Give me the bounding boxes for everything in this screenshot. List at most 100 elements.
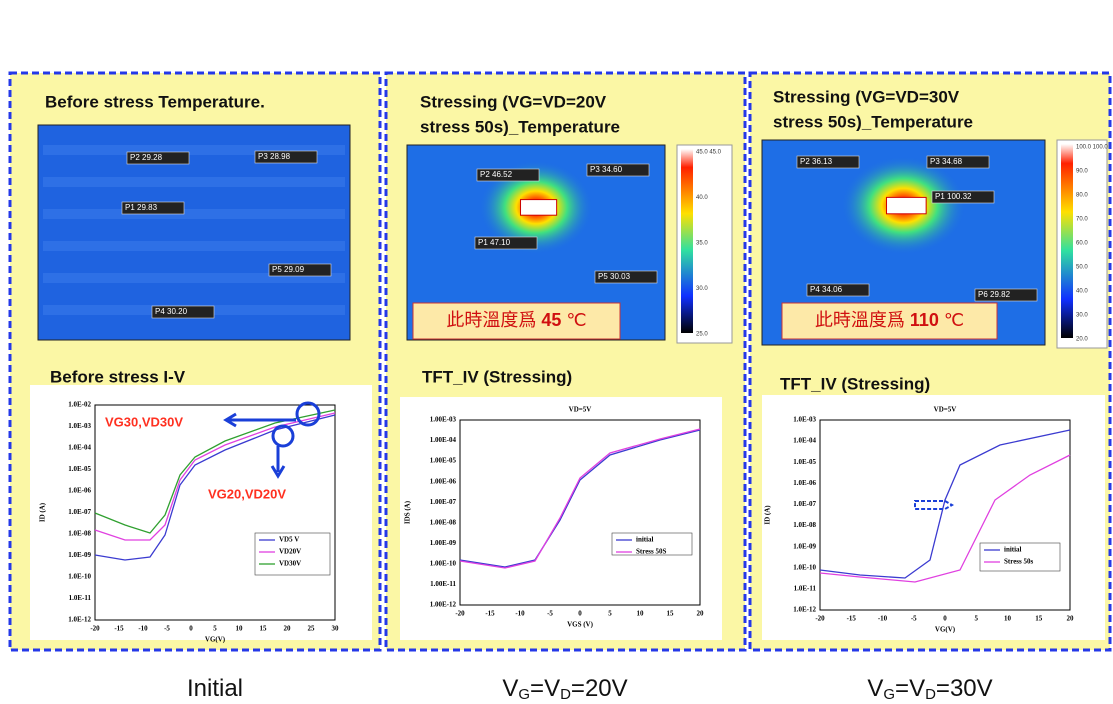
x-axis-label: VGS (V) [567, 621, 594, 629]
x-tick-label: -20 [90, 625, 100, 633]
iv-title: Before stress I-V [50, 367, 186, 386]
x-tick-label: 0 [943, 615, 947, 623]
thermal-label: P2 29.28 [130, 153, 163, 162]
legend-label: initial [636, 536, 654, 544]
x-tick-label: 20 [284, 625, 292, 633]
legend-label: initial [1004, 546, 1022, 554]
caption-part: D [925, 686, 936, 703]
y-tick-label: 1.0E-06 [68, 487, 91, 495]
note-part: 此時溫度爲 [446, 310, 541, 330]
y-tick-label: 1.0E-08 [793, 521, 816, 529]
y-tick-label: 1.0E-06 [793, 479, 816, 487]
caption-text: Initial [187, 675, 243, 702]
note-part: 110 [910, 310, 939, 330]
plot-title: VD=5V [934, 406, 957, 414]
y-tick-label: 1.0E-09 [68, 551, 91, 559]
y-tick-label: 1.00E-06 [430, 477, 457, 485]
scale-label: 80.0 [1076, 193, 1088, 199]
caption-part: V [867, 675, 883, 702]
y-tick-label: 1.0E-04 [793, 437, 816, 445]
legend-label: VD20V [279, 548, 301, 556]
scale-label: 50.0 [1076, 265, 1088, 271]
caption: Initial [187, 675, 243, 702]
caption-part: =30V [936, 675, 993, 702]
x-tick-label: 5 [975, 615, 979, 623]
y-tick-label: 1.00E-04 [430, 436, 457, 444]
y-tick-label: 1.0E-11 [794, 584, 817, 592]
thermal-label: P3 34.68 [930, 157, 963, 166]
iv-title: TFT_IV (Stressing) [780, 374, 930, 393]
scale-label: 35.0 [696, 241, 708, 247]
y-tick-label: 1.00E-09 [430, 539, 457, 547]
x-tick-label: 10 [1004, 615, 1012, 623]
thermal-label: P3 28.98 [258, 152, 291, 161]
x-axis-label: VG(V) [205, 636, 226, 644]
panel-title: stress 50s)_Temperature [773, 112, 973, 131]
caption-part: =V [530, 675, 560, 702]
x-tick-label: -10 [515, 610, 525, 618]
y-tick-label: 1.0E-12 [68, 616, 91, 624]
caption: VG=VD=30V [867, 675, 992, 703]
y-tick-label: 1.00E-12 [430, 601, 457, 609]
y-tick-label: 1.0E-05 [68, 465, 91, 473]
panel-title: Stressing (VG=VD=30V [773, 87, 960, 106]
thermal-label: P3 34.60 [590, 165, 623, 174]
thermal-label: P1 100.32 [935, 192, 972, 201]
temperature-note: 此時溫度爲 45 ℃ [446, 310, 586, 330]
temperature-note: 此時溫度爲 110 ℃ [815, 310, 964, 330]
x-tick-label: 25 [308, 625, 316, 633]
x-tick-label: -5 [164, 625, 170, 633]
scale-label: 20.0 [1076, 337, 1088, 343]
x-tick-label: 30 [332, 625, 340, 633]
thermal-label: P4 30.20 [155, 307, 188, 316]
annotation: VG30,VD30V [105, 414, 183, 429]
panel-title: stress 50s)_Temperature [420, 117, 620, 136]
note-part: ℃ [939, 310, 964, 330]
scale-label: 40.0 [1076, 289, 1088, 295]
y-tick-label: 1.0E-08 [68, 530, 91, 538]
y-tick-label: 1.00E-07 [430, 498, 457, 506]
scale-label: 70.0 [1076, 217, 1088, 223]
legend-label: Stress 50s [1004, 558, 1034, 566]
x-axis-label: VG(V) [935, 626, 956, 634]
caption-part: G [518, 686, 530, 703]
figure: Before stress Temperature. P2 29.28 P3 28.… [0, 0, 1113, 704]
thermal-label: P6 29.82 [978, 290, 1011, 299]
annotation: VG20,VD20V [208, 486, 286, 501]
y-tick-label: 1.0E-04 [68, 444, 91, 452]
x-tick-label: -10 [878, 615, 888, 623]
x-tick-label: 20 [1067, 615, 1075, 623]
y-axis-label: IDS (A) [404, 500, 412, 524]
x-tick-label: 10 [637, 610, 645, 618]
x-tick-label: 0 [189, 625, 193, 633]
color-bar [1061, 144, 1073, 338]
x-tick-label: -5 [547, 610, 553, 618]
thermal-label: P1 29.83 [125, 203, 158, 212]
y-tick-label: 1.0E-10 [793, 563, 816, 571]
image-texture [43, 241, 345, 251]
image-texture [43, 177, 345, 187]
x-tick-label: -20 [455, 610, 465, 618]
panel-title: Before stress Temperature. [45, 92, 265, 111]
x-tick-label: 15 [260, 625, 268, 633]
scale-label: 100.0 100.0 [1076, 145, 1108, 151]
iv-box [762, 395, 1105, 640]
hot-core [887, 197, 927, 213]
y-tick-label: 1.00E-11 [430, 580, 456, 588]
thermal-label: P5 29.09 [272, 265, 305, 274]
scale-label: 25.0 [696, 332, 708, 338]
x-tick-label: 5 [213, 625, 217, 633]
caption-part: G [883, 686, 895, 703]
y-tick-label: 1.00E-05 [430, 457, 457, 465]
x-tick-label: 5 [608, 610, 612, 618]
panel-title: Stressing (VG=VD=20V [420, 92, 607, 111]
caption-part: V [502, 675, 518, 702]
note-part: 45 [541, 310, 561, 330]
x-tick-label: -15 [485, 610, 495, 618]
thermal-label: P1 47.10 [478, 238, 511, 247]
y-tick-label: 1.0E-11 [69, 594, 92, 602]
y-tick-label: 1.0E-03 [793, 416, 816, 424]
color-bar [681, 149, 693, 333]
legend-label: VD5 V [279, 536, 299, 544]
y-axis-label: ID (A) [764, 505, 772, 525]
